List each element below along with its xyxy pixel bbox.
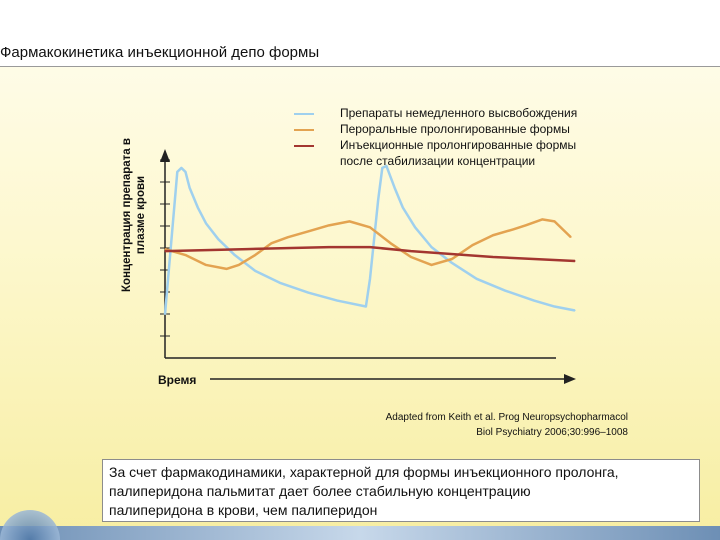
data-point xyxy=(238,264,240,266)
data-point xyxy=(525,224,527,226)
data-point xyxy=(172,218,174,220)
data-point xyxy=(246,248,248,250)
data-point xyxy=(287,236,289,238)
data-point xyxy=(184,254,187,256)
data-point xyxy=(553,220,556,222)
data-point xyxy=(307,230,310,232)
data-point xyxy=(348,220,351,222)
x-axis-label: Время xyxy=(158,373,197,387)
data-point xyxy=(279,282,281,284)
data-point xyxy=(369,246,371,248)
series-line xyxy=(164,218,572,271)
caption-line: палиперидона в крови, чем палиперидон xyxy=(109,502,378,518)
caption-box: За счет фармакодинамики, характерной для… xyxy=(102,459,700,522)
data-point xyxy=(307,292,310,294)
data-point xyxy=(574,260,576,262)
data-point xyxy=(365,305,367,308)
data-point xyxy=(570,236,572,238)
data-point xyxy=(394,187,396,189)
data-point xyxy=(254,254,256,256)
data-point xyxy=(385,165,387,167)
data-point xyxy=(512,228,515,230)
data-point xyxy=(381,167,383,169)
data-point xyxy=(451,258,453,260)
data-point xyxy=(369,278,371,280)
legend-label: Препараты немедленного высвобождения xyxy=(340,106,578,120)
data-point xyxy=(205,264,207,266)
data-point xyxy=(373,238,375,240)
series-line xyxy=(164,245,576,263)
caption-line: За счет фармакодинамики, характерной для… xyxy=(109,464,619,480)
data-point xyxy=(254,270,256,272)
series-1 xyxy=(164,218,572,271)
data-point xyxy=(553,305,556,308)
data-point xyxy=(476,278,478,280)
data-point xyxy=(164,250,166,252)
data-point xyxy=(492,234,494,236)
data-point xyxy=(492,256,494,258)
slide-title: Фармакокинетика инъекционной депо формы xyxy=(0,44,320,61)
series-layer xyxy=(163,164,576,316)
legend-label: Инъекционные пролонгированные формы xyxy=(340,138,577,152)
legend-item: Пероральные пролонгированные формы xyxy=(294,122,634,138)
data-point xyxy=(410,250,412,252)
data-point xyxy=(164,248,166,250)
data-point xyxy=(176,171,178,173)
y-axis-label: Концентрация препарата в плазме крови xyxy=(120,95,148,335)
legend-swatch xyxy=(294,145,314,147)
data-point xyxy=(402,206,404,209)
data-point xyxy=(377,199,379,201)
legend: Препараты немедленного высвобождения Пер… xyxy=(294,106,634,168)
data-point xyxy=(205,222,207,224)
data-point xyxy=(225,268,228,270)
series-line xyxy=(163,164,576,315)
data-point xyxy=(164,313,166,316)
legend-swatch xyxy=(294,113,314,115)
header-bar xyxy=(0,0,720,67)
data-point xyxy=(217,238,219,240)
data-point xyxy=(271,242,273,244)
data-point xyxy=(389,242,392,244)
y-axis-label-line: Концентрация препарата в xyxy=(121,138,133,292)
citation: Adapted from Keith et al. Prog Neuropsyc… xyxy=(386,410,628,440)
data-point xyxy=(430,264,433,266)
citation-line: Adapted from Keith et al. Prog Neuropsyc… xyxy=(385,412,628,423)
series-2 xyxy=(164,245,576,263)
data-point xyxy=(533,299,535,302)
data-point xyxy=(574,309,576,312)
data-point xyxy=(471,244,474,246)
legend-label: Пероральные пролонгированные формы xyxy=(340,122,570,136)
legend-label-continuation: после стабилизации концентрации xyxy=(340,154,536,168)
y-axis-arrow xyxy=(160,149,170,162)
legend-item: Препараты немедленного высвобождения xyxy=(294,106,634,122)
data-point xyxy=(328,246,330,248)
data-point xyxy=(504,290,506,292)
axes xyxy=(160,149,576,384)
data-point xyxy=(328,224,330,226)
legend-swatch xyxy=(294,129,314,131)
data-point xyxy=(430,246,433,248)
data-point xyxy=(197,206,199,209)
data-point xyxy=(451,262,453,264)
data-point xyxy=(336,299,338,302)
data-point xyxy=(369,226,371,228)
data-point xyxy=(180,167,182,169)
footer-band xyxy=(0,526,720,540)
x-axis-arrowhead xyxy=(564,374,576,384)
data-point xyxy=(234,254,236,256)
data-point xyxy=(410,256,412,258)
y-axis-label-line: плазме крови xyxy=(135,175,147,255)
data-point xyxy=(184,171,187,173)
citation-line: Biol Psychiatry 2006;30:996–1008 xyxy=(476,427,628,438)
data-point xyxy=(541,218,543,220)
data-point xyxy=(189,187,191,189)
caption-line: палиперидона пальмитат дает более стабил… xyxy=(109,483,531,499)
data-point xyxy=(414,226,416,228)
series-0 xyxy=(163,164,576,316)
legend-item: Инъекционные пролонгированные формы xyxy=(294,138,634,154)
